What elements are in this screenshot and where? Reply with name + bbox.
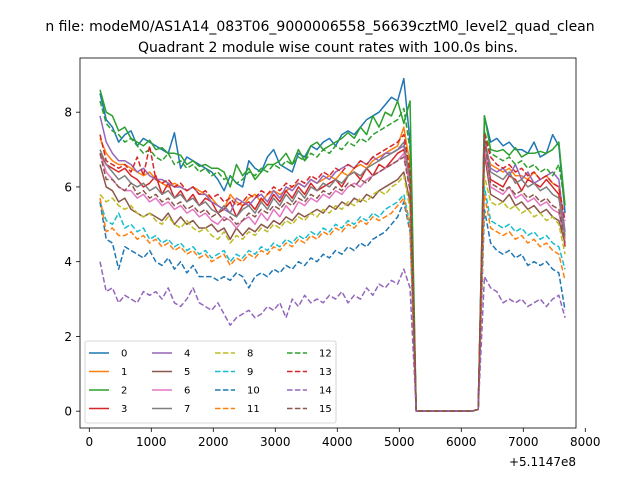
chart-title: Quadrant 2 module wise count rates with …	[138, 40, 518, 56]
y-tick-label: 8	[64, 106, 72, 120]
legend-label-14: 14	[319, 386, 332, 397]
legend-label-4: 4	[184, 349, 190, 360]
legend-label-6: 6	[184, 386, 190, 397]
legend-label-11: 11	[247, 404, 260, 415]
series-line-10	[99, 201, 566, 412]
legend-label-2: 2	[121, 386, 127, 397]
x-tick-label: 2000	[198, 435, 229, 449]
axes-frame	[79, 57, 577, 429]
legend-label-1: 1	[121, 367, 127, 378]
x-tick-label: 0	[85, 435, 93, 449]
legend-label-3: 3	[121, 404, 127, 415]
series-line-11	[99, 193, 566, 412]
x-tick-label: 8000	[570, 435, 601, 449]
legend-label-0: 0	[121, 349, 127, 360]
x-tick-label: 5000	[384, 435, 415, 449]
series-line-9	[99, 186, 566, 412]
series-layer	[99, 77, 566, 412]
series-line-5	[99, 152, 566, 412]
legend-label-15: 15	[319, 404, 332, 415]
series-line-15	[99, 137, 566, 412]
y-tick-label: 2	[64, 330, 72, 344]
legend-label-9: 9	[247, 367, 253, 378]
legend-label-8: 8	[247, 349, 253, 360]
legend-label-12: 12	[319, 349, 332, 360]
x-tick-label: 6000	[446, 435, 477, 449]
x-tick-label: 7000	[508, 435, 539, 449]
x-offset-label: +5.1147e8	[509, 455, 576, 469]
series-line-13	[99, 133, 566, 412]
series-line-2	[99, 89, 566, 412]
x-tick-label: 3000	[260, 435, 291, 449]
series-line-7	[99, 137, 566, 412]
series-line-14	[99, 261, 566, 412]
figure-suptitle: n file: modeM0/AS1A14_083T06_9000006558_…	[45, 19, 594, 35]
legend-frame	[84, 340, 337, 424]
x-tick-label: 1000	[136, 435, 167, 449]
y-tick-label: 6	[64, 180, 72, 194]
legend-label-7: 7	[184, 404, 190, 415]
series-line-6	[99, 145, 566, 412]
legend-label-5: 5	[184, 367, 190, 378]
ticks-layer: 0 1000 2000 3000 4000 5000 6000 7000 8000 0 2 4 6 8	[64, 106, 600, 449]
legend-label-13: 13	[319, 367, 332, 378]
x-tick-label: 4000	[322, 435, 353, 449]
y-tick-label: 4	[64, 255, 72, 269]
legend-label-10: 10	[247, 386, 260, 397]
series-line-8	[99, 174, 566, 412]
series-line-12	[99, 100, 566, 412]
y-tick-label: 0	[64, 405, 72, 419]
